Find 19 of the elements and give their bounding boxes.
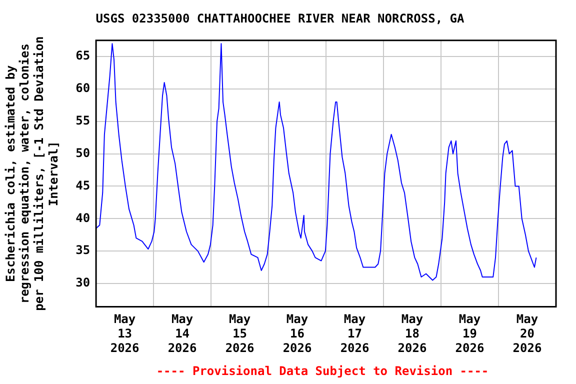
y-tick-label: 40 — [76, 210, 90, 225]
y-tick-label: 55 — [76, 114, 90, 128]
x-tick-label: May 20 2026 — [512, 312, 542, 355]
y-tick-label: 45 — [76, 178, 90, 192]
x-tick-label: May 19 2026 — [455, 312, 484, 355]
y-tick-label: 35 — [76, 243, 90, 258]
x-tick-label: May 17 2026 — [340, 312, 370, 355]
y-tick-label: 60 — [76, 81, 90, 96]
x-tick-label: May 18 2026 — [398, 312, 427, 355]
x-tick-label: May 15 2026 — [225, 312, 254, 355]
x-tick-label: May 14 2026 — [168, 312, 197, 355]
chart-title: USGS 02335000 CHATTAHOOCHEE RIVER NEAR NORCROSS, GA — [96, 11, 465, 26]
y-tick-label: 30 — [76, 276, 90, 290]
x-tick-label: May 16 2026 — [282, 312, 312, 355]
y-axis-title: Escherichia coli, estimated by regression equation, water, colonies per 100 milliliters, [-1 Std Deviation Interval] — [3, 36, 61, 311]
y-tick-label: 65 — [76, 48, 90, 63]
text: ---- Provisional Data Subject to Revision ---- — [155, 364, 490, 378]
y-tick-label: 50 — [76, 146, 90, 160]
x-tick-label: May 13 2026 — [110, 312, 140, 355]
